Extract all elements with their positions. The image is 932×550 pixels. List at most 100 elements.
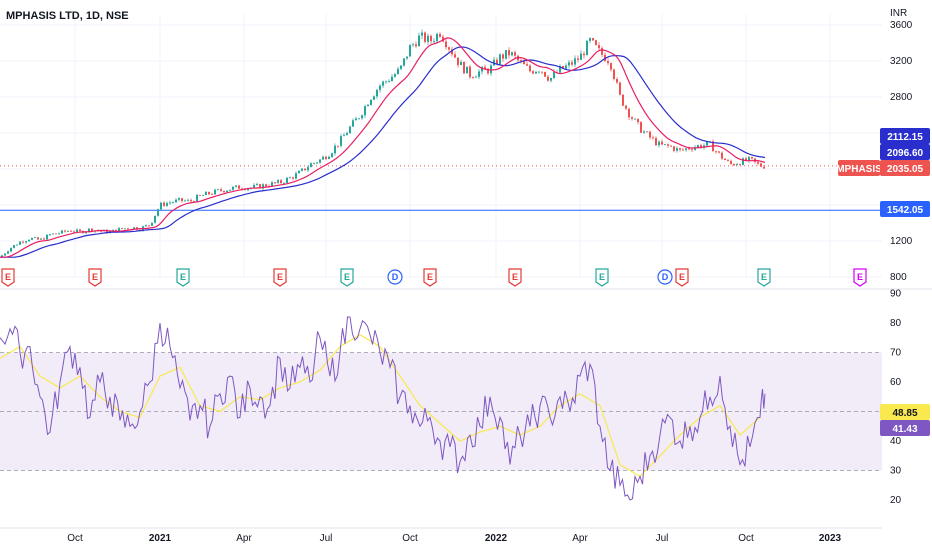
rsi-axis[interactable]: 9080706050403020: [890, 289, 902, 507]
candle: [541, 71, 543, 73]
candle: [553, 72, 555, 79]
hline-value: 1542.05: [887, 205, 924, 216]
candle: [58, 233, 60, 235]
candle: [73, 231, 75, 233]
candle: [715, 151, 717, 153]
candle: [736, 164, 738, 166]
candle: [388, 81, 390, 82]
candle: [472, 77, 474, 78]
candle: [532, 71, 534, 74]
ma-fast-value: 2112.15: [887, 132, 923, 143]
candle: [742, 158, 744, 165]
candle: [361, 115, 363, 119]
candle: [613, 69, 615, 80]
candle: [79, 229, 81, 231]
candle: [625, 105, 627, 109]
candle: [622, 94, 624, 106]
candle: [274, 182, 276, 184]
event-marker[interactable]: E: [853, 268, 867, 287]
rsi-tick-label: 30: [890, 466, 902, 477]
candle: [301, 168, 303, 171]
candle: [757, 161, 759, 164]
candle: [550, 78, 552, 81]
candle: [670, 145, 672, 147]
candle: [205, 191, 207, 196]
event-marker[interactable]: E: [340, 268, 354, 287]
candle: [19, 241, 21, 245]
earnings-icon: [757, 268, 771, 287]
candle: [178, 198, 180, 200]
event-marker[interactable]: E: [88, 268, 102, 287]
candle: [568, 62, 570, 66]
candle: [391, 76, 393, 82]
event-marker[interactable]: E: [176, 268, 190, 287]
candle: [616, 79, 618, 83]
candle: [439, 33, 441, 37]
candle: [724, 158, 726, 161]
candle: [40, 238, 42, 240]
rsi-line: [0, 316, 766, 501]
candle: [679, 148, 681, 150]
candle: [253, 184, 255, 188]
candle: [367, 104, 369, 107]
event-marker[interactable]: D: [657, 269, 673, 285]
candle: [337, 145, 339, 147]
event-letter: E: [180, 272, 186, 282]
event-marker[interactable]: E: [1, 268, 15, 287]
candle: [52, 233, 54, 235]
event-marker[interactable]: E: [508, 268, 522, 287]
candle: [91, 228, 93, 232]
candle: [535, 71, 537, 74]
candle: [457, 57, 459, 66]
candle: [526, 64, 528, 66]
candle: [733, 163, 735, 166]
rsi-tick-label: 60: [890, 377, 902, 388]
candle: [682, 149, 684, 151]
candle: [379, 85, 381, 90]
event-marker[interactable]: E: [757, 268, 771, 287]
candle: [55, 233, 57, 235]
ma-slow-value: 2096.60: [887, 148, 924, 159]
time-axis[interactable]: Oct 2021 Apr Jul Oct 2022 Apr Jul Oct 2023: [0, 527, 882, 544]
candle: [520, 60, 522, 62]
dividend-icon: [657, 269, 673, 285]
candle: [514, 52, 516, 56]
candle: [370, 99, 372, 105]
rsi-badge: 41.43: [880, 420, 930, 436]
candle: [505, 50, 507, 59]
event-marker[interactable]: E: [675, 268, 689, 287]
candle: [193, 201, 195, 202]
candle: [373, 96, 375, 100]
candle: [163, 202, 165, 206]
rsi-tick-label: 80: [890, 318, 902, 329]
candle: [406, 56, 408, 59]
rsi-ma-badge: 48.85: [880, 404, 930, 420]
candle: [760, 163, 762, 167]
candle: [238, 185, 240, 189]
candle: [418, 35, 420, 47]
event-marker[interactable]: E: [423, 268, 437, 287]
ma-fast-badge: 2112.15: [880, 128, 930, 144]
event-marker[interactable]: E: [273, 268, 287, 287]
candle: [403, 58, 405, 66]
candle: [427, 35, 429, 42]
candle: [652, 137, 654, 139]
candle: [28, 239, 30, 242]
candle: [277, 180, 279, 183]
candle: [547, 76, 549, 81]
dividend-icon: [387, 269, 403, 285]
candle: [271, 182, 273, 187]
event-marker[interactable]: E: [595, 268, 609, 287]
candle: [631, 117, 633, 119]
event-marker[interactable]: D: [387, 269, 403, 285]
candle: [358, 118, 360, 120]
candle: [46, 234, 48, 240]
candle: [463, 61, 465, 74]
candle: [148, 225, 150, 227]
earnings-icon: [1, 268, 15, 287]
candles: [1, 29, 765, 258]
rsi-pane[interactable]: [0, 316, 882, 501]
candle: [397, 68, 399, 75]
